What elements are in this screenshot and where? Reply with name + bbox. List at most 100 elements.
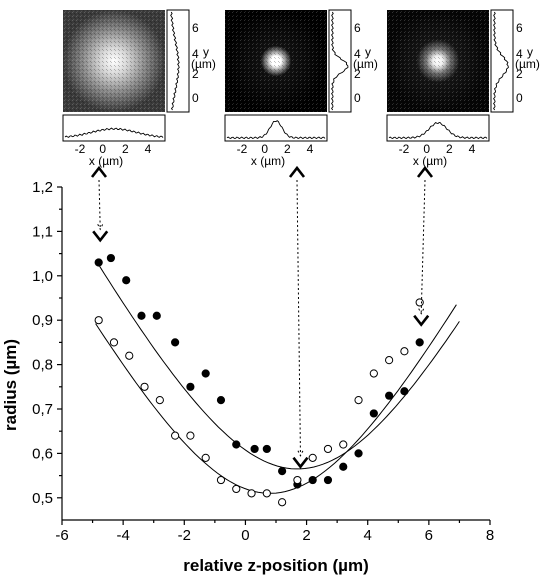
leader-line — [420, 179, 426, 313]
open-data-point — [94, 316, 103, 325]
y-tick-label: 1,2 — [32, 179, 53, 196]
open-data-point — [339, 440, 348, 449]
y-tick-label: 0,5 — [32, 490, 53, 507]
y-profile-panel — [166, 9, 190, 113]
inset-y-unit: (µm) — [353, 57, 378, 71]
spot-image-noise — [225, 10, 327, 112]
filled-data-point — [369, 409, 378, 418]
data-points — [94, 253, 424, 507]
open-data-point — [293, 475, 302, 485]
y-profile-panel — [328, 9, 352, 113]
inset-x-tick-label: 2 — [122, 142, 129, 156]
inset-x-label: x (µm) — [413, 154, 447, 168]
open-data-point — [247, 489, 256, 498]
inset-y-label: y — [365, 45, 371, 59]
filled-data-point — [122, 276, 131, 285]
inset-y-label: y — [527, 45, 533, 59]
open-data-point — [216, 475, 226, 485]
x-tick-label: -4 — [116, 527, 129, 544]
open-data-point — [232, 484, 241, 494]
x-profile-curve — [226, 120, 326, 140]
x-tick-label: 4 — [364, 527, 372, 544]
inset-y-tick-label: 2 — [354, 67, 361, 81]
y-tick-label: 1,1 — [32, 223, 53, 240]
inset-y-tick-label: 0 — [516, 91, 523, 105]
open-data-point — [369, 369, 378, 378]
filled-data-point — [94, 258, 103, 267]
x-axis-title: relative z-position (µm) — [183, 556, 368, 575]
filled-data-point — [385, 391, 394, 400]
open-data-point — [171, 431, 180, 440]
y-tick-label: 0,8 — [32, 357, 53, 374]
fit-curve-series-1 — [95, 259, 460, 470]
filled-data-point — [308, 475, 317, 485]
y-axis-title: radius (µm) — [1, 339, 20, 431]
fit-curves — [95, 259, 460, 494]
open-data-point — [354, 396, 363, 405]
x-tick-label: 6 — [425, 527, 433, 544]
open-data-point — [109, 338, 119, 347]
inset-x-tick-label: 4 — [307, 142, 314, 156]
y-tick-label: 0,7 — [32, 401, 53, 418]
filled-data-point — [250, 444, 259, 454]
inset-y-tick-label: 2 — [516, 67, 523, 81]
filled-data-point — [216, 396, 226, 405]
filled-data-point — [137, 311, 146, 320]
filled-data-point — [152, 311, 161, 320]
open-data-point — [308, 453, 317, 462]
filled-data-point — [106, 253, 116, 263]
filled-data-point — [278, 467, 287, 476]
filled-data-point — [186, 382, 195, 391]
filled-data-point — [400, 387, 409, 396]
y-profile-curve — [493, 11, 509, 111]
x-profile-panel — [62, 114, 166, 142]
leader-arrowhead — [297, 450, 304, 457]
inset-x-tick-label: 2 — [446, 142, 453, 156]
x-profile-panel — [386, 114, 490, 142]
filled-data-point — [262, 444, 271, 454]
inset-y-tick-label: 0 — [354, 91, 361, 105]
inset-x-tick-label: 0 — [423, 142, 430, 156]
down-chevron-icon — [413, 314, 430, 327]
inset-x-tick-label: -2 — [399, 142, 410, 156]
inset-y-tick-label: 6 — [516, 21, 523, 35]
fit-curve-series-2 — [95, 304, 457, 494]
inset-y-tick-label: 4 — [516, 47, 523, 61]
filled-data-point — [415, 338, 424, 347]
open-data-point — [155, 396, 164, 405]
inset-y-label: y — [203, 45, 209, 59]
open-data-point — [400, 347, 409, 356]
leader-arrowhead — [97, 224, 104, 231]
open-data-point — [415, 298, 424, 307]
x-tick-label: -6 — [55, 527, 68, 544]
x-tick-label: 2 — [302, 527, 310, 544]
open-data-point — [186, 431, 195, 440]
spot-image-noise — [387, 10, 489, 112]
inset-x-tick-label: 2 — [284, 142, 291, 156]
inset-x-tick-label: 4 — [469, 142, 476, 156]
inset-y-unit: (µm) — [191, 57, 216, 71]
x-profile-curve — [64, 127, 164, 138]
x-profile-curve — [388, 122, 488, 140]
open-data-point — [262, 489, 271, 498]
open-data-point — [125, 351, 134, 360]
inset-x-tick-label: 4 — [145, 142, 152, 156]
inset-y-tick-label: 4 — [354, 47, 361, 61]
y-tick-label: 0,9 — [32, 312, 53, 329]
filled-data-point — [201, 369, 210, 378]
leader-line — [296, 179, 301, 455]
inset-x-label: x (µm) — [251, 154, 285, 168]
axes: -6 -4 -2 0 2 4 6 8 0,5 0,6 0,7 0,8 0,9 1,0 1,1 1,2 — [32, 179, 494, 544]
x-profile-panel — [224, 114, 328, 142]
filled-data-point — [232, 440, 241, 449]
open-data-point — [201, 453, 210, 462]
filled-data-point — [339, 462, 348, 471]
up-chevron-icon — [288, 165, 306, 178]
y-profile-curve — [170, 11, 180, 111]
inset-x-tick-label: 0 — [99, 142, 106, 156]
leader-arrowhead — [418, 308, 425, 315]
inset-x-tick-label: 0 — [261, 142, 268, 156]
x-tick-label: 8 — [486, 527, 494, 544]
y-tick-label: 0,6 — [32, 445, 53, 462]
